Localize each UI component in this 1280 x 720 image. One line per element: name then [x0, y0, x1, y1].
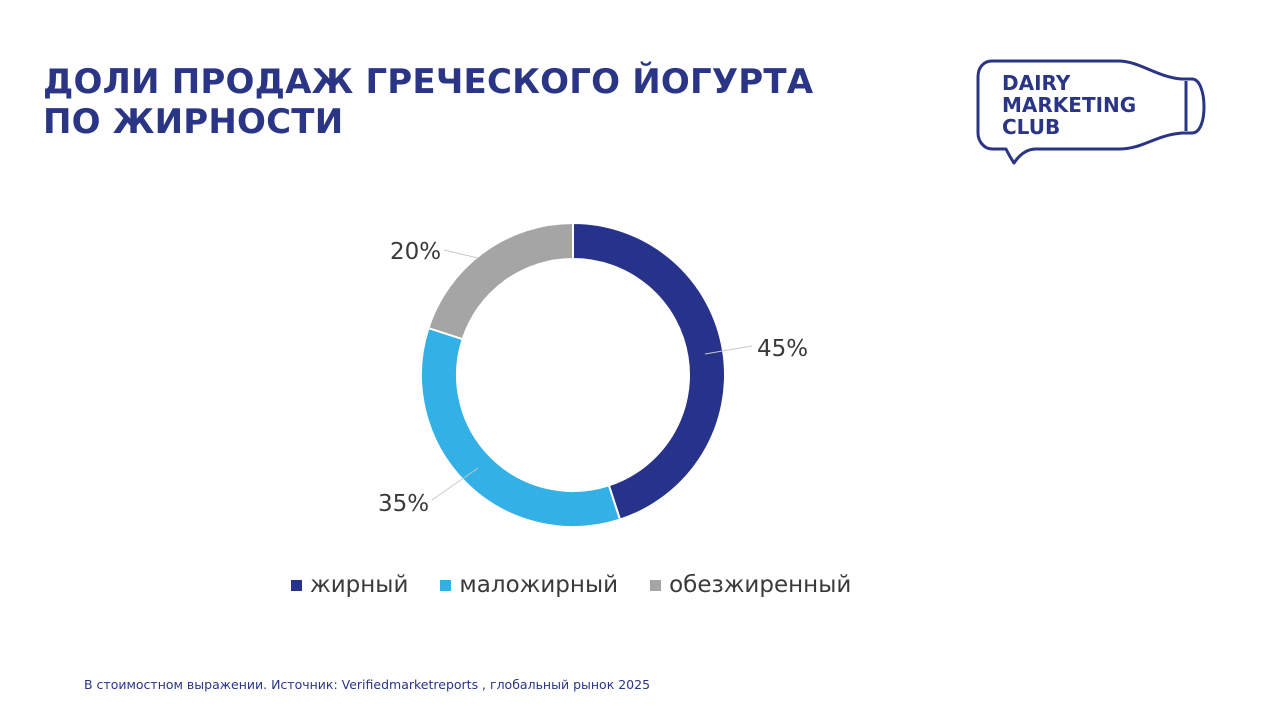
legend-item-nonfat: обезжиренный — [650, 572, 851, 598]
legend-label-lowfat: маложирный — [459, 572, 619, 598]
title-line-2: ПО ЖИРНОСТИ — [43, 102, 344, 142]
data-label-nonfat: 20% — [390, 239, 441, 265]
page-title: ДОЛИ ПРОДАЖ ГРЕЧЕСКОГО ЙОГУРТА ПО ЖИРНОС… — [43, 62, 813, 142]
brand-logo: DAIRY MARKETING CLUB — [1002, 72, 1136, 138]
leader-line-nonfat — [443, 249, 479, 259]
slice-nonfat — [427, 221, 574, 341]
data-label-lowfat: 35% — [378, 491, 429, 517]
chart-legend: жирный маложирный обезжиренный — [291, 572, 883, 598]
logo-line-1: DAIRY — [1002, 71, 1071, 95]
leader-line-fat — [704, 345, 753, 355]
data-label-fat: 45% — [757, 336, 808, 362]
logo-line-2: MARKETING — [1002, 93, 1137, 117]
bottle-logo-icon — [976, 59, 1206, 165]
legend-item-lowfat: маложирный — [440, 572, 618, 598]
legend-swatch-fat — [291, 579, 302, 591]
source-footnote: В стоимостном выражении. Источник: Verif… — [84, 677, 651, 692]
leader-line-lowfat — [431, 467, 479, 501]
legend-label-nonfat: обезжиренный — [669, 572, 852, 598]
title-line-1: ДОЛИ ПРОДАЖ ГРЕЧЕСКОГО ЙОГУРТА — [43, 62, 814, 102]
slice-fat — [572, 221, 726, 521]
slice-lowfat — [420, 326, 622, 528]
legend-swatch-nonfat — [650, 579, 662, 591]
legend-item-fat: жирный — [291, 572, 408, 598]
legend-swatch-lowfat — [440, 579, 452, 591]
legend-label-fat: жирный — [310, 572, 409, 598]
logo-line-3: CLUB — [1002, 115, 1061, 139]
